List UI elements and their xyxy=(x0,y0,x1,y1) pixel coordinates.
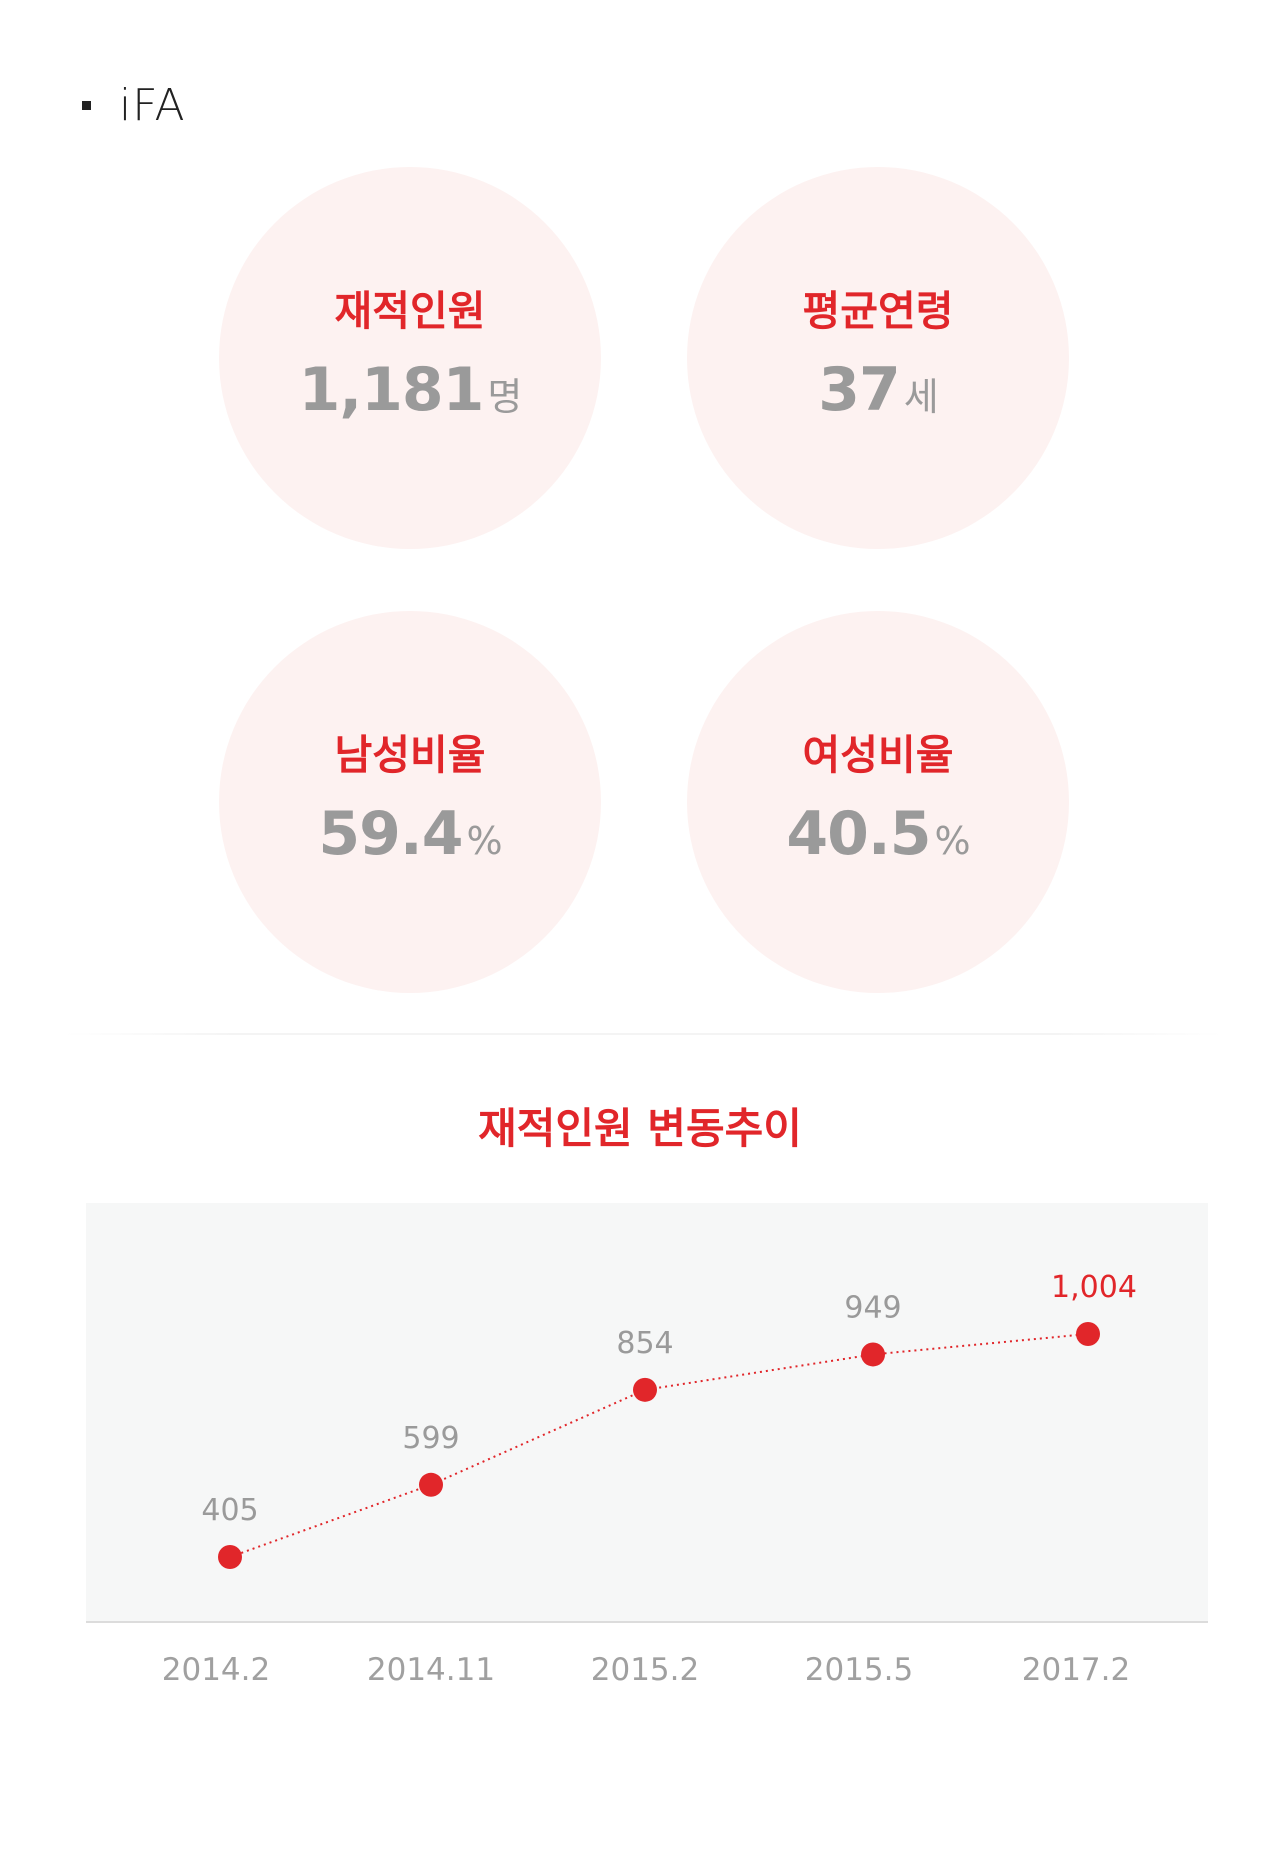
stat-unit: % xyxy=(466,819,502,863)
stat-female-ratio: 여성비율 40.5% xyxy=(687,611,1069,993)
stat-value: 1,181 명 xyxy=(298,355,523,425)
stat-label: 남성비율 xyxy=(334,731,486,779)
stat-average-age: 평균연령 37 세 xyxy=(687,167,1069,549)
bullet-icon xyxy=(82,101,91,110)
stat-number: 40.5 xyxy=(786,799,931,869)
stat-label: 재적인원 xyxy=(334,287,486,335)
stat-value: 37 세 xyxy=(818,355,939,425)
stat-number: 59.4 xyxy=(318,799,463,869)
chart-title: 재적인원 변동추이 xyxy=(478,1104,802,1153)
data-point xyxy=(861,1342,885,1367)
stat-label: 평균연령 xyxy=(802,287,954,335)
data-label: 405 xyxy=(201,1493,258,1528)
data-point xyxy=(1076,1322,1100,1346)
series-line xyxy=(229,1333,1089,1558)
stat-number: 37 xyxy=(818,355,900,425)
stat-unit: 세 xyxy=(903,375,939,419)
x-tick-label: 2014.11 xyxy=(367,1652,495,1688)
stat-male-ratio: 남성비율 59.4% xyxy=(219,611,601,993)
data-point xyxy=(218,1545,242,1569)
stat-value: 59.4% xyxy=(318,799,502,869)
stat-unit: % xyxy=(934,819,970,863)
section-header: iFA xyxy=(82,80,186,131)
section-divider xyxy=(64,1033,1224,1035)
stat-value: 40.5% xyxy=(786,799,970,869)
data-label: 949 xyxy=(844,1290,901,1325)
data-label: 854 xyxy=(616,1326,673,1361)
data-label: 599 xyxy=(402,1421,459,1456)
x-tick-label: 2017.2 xyxy=(1022,1652,1130,1688)
data-point xyxy=(419,1472,443,1497)
x-tick-label: 2015.2 xyxy=(591,1652,699,1688)
stat-headcount: 재적인원 1,181 명 xyxy=(219,167,601,549)
data-point xyxy=(633,1377,657,1402)
section-title: iFA xyxy=(119,80,186,131)
x-tick-label: 2015.5 xyxy=(805,1652,913,1688)
data-label: 1,004 xyxy=(1051,1270,1137,1305)
stat-unit: 명 xyxy=(487,375,522,419)
x-tick-label: 2014.2 xyxy=(162,1652,270,1688)
stat-number: 1,181 xyxy=(298,355,485,425)
stat-label: 여성비율 xyxy=(802,731,954,779)
plot-area xyxy=(86,1203,1208,1622)
